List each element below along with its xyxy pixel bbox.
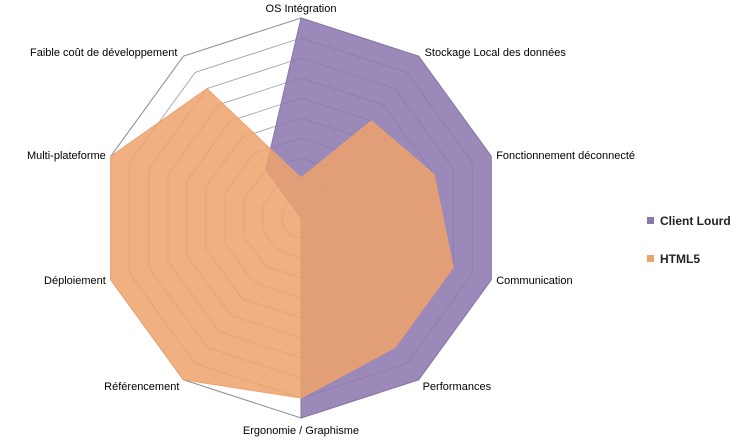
- axis-label-2: Fonctionnement déconnecté: [496, 150, 635, 162]
- axis-label-7: Déploiement: [44, 275, 106, 287]
- axis-label-1: Stockage Local des données: [425, 47, 567, 59]
- legend-swatch-1: [647, 255, 654, 262]
- axis-label-8: Multi-plateforme: [27, 150, 106, 162]
- axis-label-0: OS Intégration: [266, 3, 337, 15]
- legend: Client Lourd HTML5: [647, 214, 731, 266]
- legend-swatch-0: [647, 217, 654, 224]
- series-area-1: [110, 87, 454, 399]
- axis-label-9: Faible coût de développement: [30, 47, 177, 59]
- radar-series: [110, 17, 492, 419]
- axis-label-4: Performances: [423, 381, 492, 393]
- legend-label-1: HTML5: [660, 252, 700, 266]
- axis-label-6: Référencement: [104, 381, 179, 393]
- axis-label-3: Communication: [496, 275, 572, 287]
- axis-labels: OS Intégration Stockage Local des données…: [27, 3, 635, 437]
- legend-label-0: Client Lourd: [660, 214, 731, 228]
- axis-label-5: Ergonomie / Graphisme: [243, 425, 359, 437]
